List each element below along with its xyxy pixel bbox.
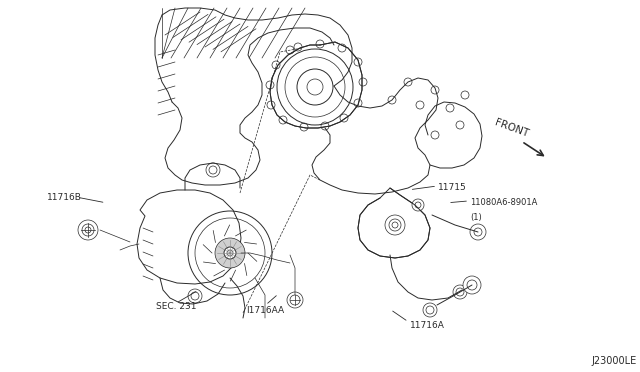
Circle shape — [206, 163, 220, 177]
Circle shape — [463, 276, 481, 294]
Text: FRONT: FRONT — [493, 118, 531, 139]
Text: 11716B: 11716B — [47, 193, 81, 202]
Circle shape — [215, 238, 245, 268]
Circle shape — [470, 224, 486, 240]
Text: (1): (1) — [470, 213, 482, 222]
Circle shape — [423, 303, 437, 317]
Polygon shape — [270, 42, 362, 128]
Text: 11715: 11715 — [438, 183, 467, 192]
Polygon shape — [358, 188, 430, 258]
Circle shape — [188, 289, 202, 303]
Text: 11716A: 11716A — [410, 321, 444, 330]
Text: J23000LE: J23000LE — [591, 356, 637, 366]
Circle shape — [287, 292, 303, 308]
Circle shape — [385, 215, 405, 235]
Text: SEC. 231: SEC. 231 — [156, 302, 196, 311]
Polygon shape — [137, 190, 241, 284]
Text: 11080A6-8901A: 11080A6-8901A — [470, 198, 538, 207]
Circle shape — [224, 247, 236, 259]
Circle shape — [78, 220, 98, 240]
Circle shape — [412, 199, 424, 211]
Text: I1716AA: I1716AA — [246, 306, 285, 315]
Circle shape — [453, 285, 467, 299]
